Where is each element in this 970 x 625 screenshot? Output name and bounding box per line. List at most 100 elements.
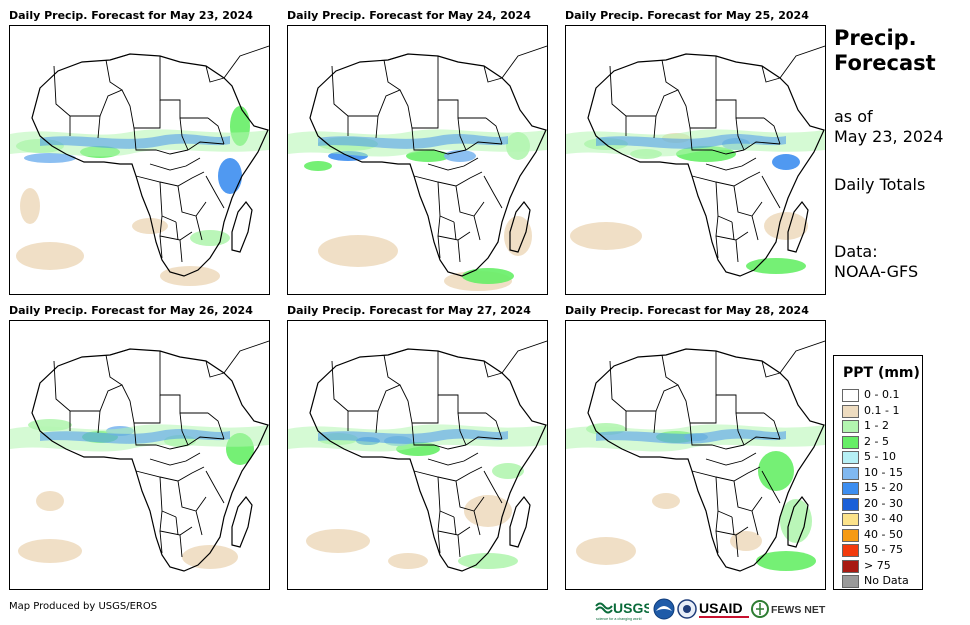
legend-label: 0.1 - 1 bbox=[864, 403, 900, 417]
legend-swatch bbox=[842, 482, 859, 495]
precip-area bbox=[570, 222, 642, 250]
continent-outline bbox=[587, 348, 825, 572]
country-border bbox=[149, 452, 201, 466]
country-border bbox=[97, 115, 101, 139]
country-border bbox=[427, 157, 479, 171]
country-border bbox=[134, 100, 161, 129]
precip-area bbox=[318, 235, 398, 267]
country-border bbox=[437, 530, 441, 554]
country-border bbox=[205, 175, 225, 209]
precip-area bbox=[20, 188, 40, 224]
continent-outline bbox=[309, 53, 547, 277]
country-border bbox=[735, 534, 739, 558]
country-border bbox=[412, 395, 439, 424]
legend-swatch bbox=[842, 435, 859, 449]
country-border bbox=[751, 510, 759, 536]
legend-title: PPT (mm) bbox=[843, 365, 920, 381]
country-border bbox=[383, 59, 401, 91]
usaid-logo: USAID bbox=[699, 597, 751, 621]
forecast-map-4 bbox=[9, 320, 270, 590]
map-canvas bbox=[10, 340, 269, 572]
country-border bbox=[455, 480, 485, 512]
country-border bbox=[731, 516, 735, 536]
data-source-label: Data: bbox=[834, 242, 878, 261]
country-border bbox=[665, 53, 687, 61]
country-border bbox=[609, 360, 627, 412]
country-border bbox=[457, 534, 461, 558]
country-border bbox=[465, 141, 503, 151]
arabia-outline bbox=[779, 45, 825, 79]
fews-net-logo-text: FEWS NET bbox=[771, 604, 826, 616]
usaid-logo-text: USAID bbox=[699, 600, 743, 616]
arabia-outline bbox=[779, 340, 825, 374]
legend-swatch bbox=[842, 559, 859, 573]
country-border bbox=[187, 436, 225, 446]
arabia-outline bbox=[223, 45, 269, 79]
country-border bbox=[690, 100, 717, 129]
country-border bbox=[453, 516, 457, 536]
continent-outline bbox=[587, 53, 825, 277]
country-border bbox=[175, 516, 179, 536]
panel-title-2: Daily Precip. Forecast for May 24, 2024 bbox=[287, 9, 531, 22]
precip-area bbox=[16, 242, 84, 270]
legend-swatch bbox=[842, 404, 859, 418]
country-border bbox=[348, 89, 413, 129]
legend-swatch bbox=[842, 420, 859, 433]
precip-area bbox=[24, 153, 76, 163]
precip-area bbox=[576, 537, 636, 565]
country-border bbox=[483, 470, 503, 504]
country-border bbox=[135, 171, 205, 187]
country-border bbox=[689, 127, 745, 155]
precip-area bbox=[730, 531, 762, 551]
legend-label: 1 - 2 bbox=[864, 419, 889, 432]
country-border bbox=[159, 235, 163, 259]
country-border bbox=[735, 239, 739, 263]
country-border bbox=[689, 422, 745, 450]
country-border bbox=[761, 360, 781, 378]
precip-area bbox=[444, 150, 476, 162]
country-border bbox=[159, 510, 193, 536]
legend-swatch bbox=[842, 513, 859, 526]
country-border bbox=[53, 65, 71, 117]
country-border bbox=[715, 476, 733, 518]
country-border bbox=[375, 115, 379, 139]
country-border bbox=[457, 117, 467, 151]
country-border bbox=[159, 56, 208, 119]
country-border bbox=[205, 360, 225, 378]
continent-outline bbox=[31, 53, 269, 277]
country-border bbox=[705, 452, 757, 466]
country-border bbox=[731, 221, 735, 241]
country-border bbox=[159, 351, 208, 414]
panel-title-5: Daily Precip. Forecast for May 27, 2024 bbox=[287, 304, 531, 317]
precip-area bbox=[218, 158, 242, 194]
noaa-logo bbox=[653, 597, 675, 621]
madagascar-outline bbox=[509, 496, 531, 548]
country-border bbox=[473, 215, 481, 241]
country-border bbox=[387, 53, 409, 61]
country-border bbox=[159, 181, 177, 223]
country-border bbox=[133, 127, 189, 155]
country-border bbox=[195, 215, 203, 241]
map-canvas bbox=[288, 45, 547, 291]
country-border bbox=[733, 185, 763, 217]
precip-area bbox=[388, 553, 428, 569]
country-border bbox=[97, 410, 101, 434]
precip-area bbox=[462, 268, 514, 284]
map-canvas bbox=[288, 340, 547, 572]
continent-outline bbox=[309, 348, 547, 572]
precip-area bbox=[652, 493, 680, 509]
country-border bbox=[387, 348, 409, 356]
legend-label: 20 - 30 bbox=[864, 496, 903, 510]
country-border bbox=[609, 65, 627, 117]
precip-area bbox=[160, 266, 220, 286]
legend-swatch bbox=[842, 466, 859, 480]
daily-totals-label: Daily Totals bbox=[834, 175, 926, 194]
legend-swatch bbox=[842, 528, 859, 542]
country-border bbox=[412, 100, 439, 129]
country-border bbox=[457, 412, 467, 446]
country-border bbox=[437, 181, 455, 223]
country-border bbox=[179, 412, 189, 446]
arabia-outline bbox=[501, 340, 547, 374]
country-border bbox=[691, 466, 761, 482]
forecast-map-3 bbox=[565, 25, 826, 295]
